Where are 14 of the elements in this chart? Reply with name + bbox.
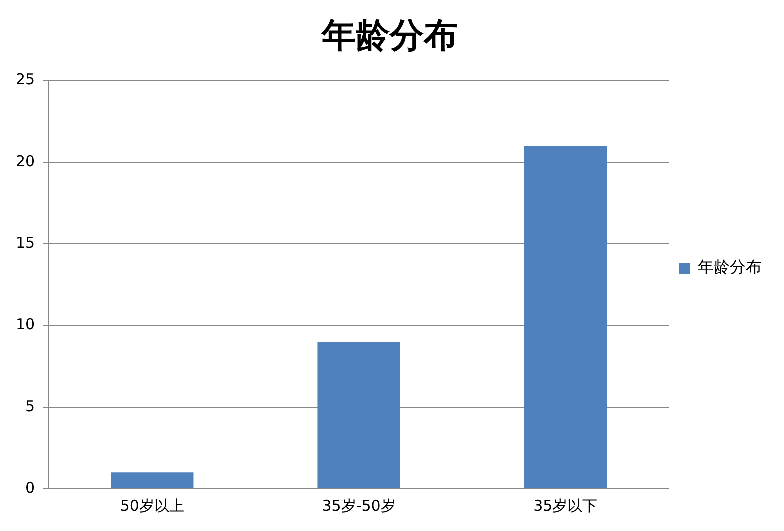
y-tick-label: 0	[26, 478, 36, 497]
chart-title: 年龄分布	[321, 16, 458, 56]
y-tick-label: 25	[16, 70, 36, 89]
bar	[318, 342, 400, 488]
x-tick-label: 35岁以下	[534, 496, 598, 515]
y-tick-label: 15	[16, 234, 36, 252]
y-tick-label: 10	[16, 316, 36, 334]
y-tick-label: 5	[26, 397, 36, 416]
bar	[111, 472, 194, 488]
bar	[524, 146, 608, 488]
x-tick-label: 35岁-50岁	[322, 496, 396, 515]
legend-label: 年龄分布	[698, 258, 762, 277]
x-tick-label: 50岁以上	[120, 496, 184, 515]
y-tick-label: 20	[16, 152, 36, 170]
